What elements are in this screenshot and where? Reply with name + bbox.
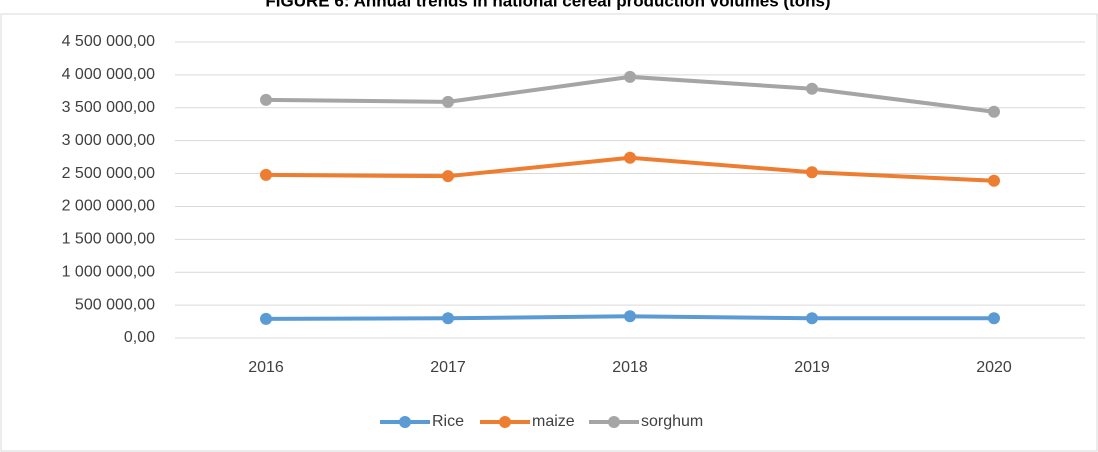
- y-tick-label: 3 000 000,00: [62, 132, 156, 149]
- legend-label: maize: [532, 413, 575, 430]
- chart-frame: [0, 13, 1098, 452]
- data-point: [442, 170, 454, 183]
- y-tick-label: 1 000 000,00: [62, 263, 156, 280]
- y-tick-label: 0,00: [124, 329, 155, 346]
- data-point: [624, 70, 636, 83]
- data-point: [988, 312, 1000, 325]
- legend-marker: [499, 416, 511, 428]
- y-tick-label: 3 500 000,00: [62, 99, 156, 116]
- data-point: [624, 151, 636, 164]
- y-tick-label: 1 500 000,00: [62, 231, 156, 248]
- data-point: [260, 168, 272, 181]
- data-point: [442, 312, 454, 325]
- data-point: [260, 312, 272, 325]
- legend-marker: [608, 416, 620, 428]
- y-tick-label: 500 000,00: [75, 296, 155, 313]
- data-point: [806, 166, 818, 179]
- data-point: [260, 93, 272, 106]
- data-point: [442, 95, 454, 108]
- y-tick-label: 2 500 000,00: [62, 165, 156, 182]
- data-point: [806, 312, 818, 325]
- y-tick-label: 4 000 000,00: [62, 66, 156, 83]
- data-point: [806, 82, 818, 95]
- x-tick-label: 2018: [612, 359, 648, 376]
- y-tick-label: 4 500 000,00: [62, 33, 156, 50]
- y-tick-label: 2 000 000,00: [62, 198, 156, 215]
- legend-marker: [399, 416, 411, 428]
- legend-label: sorghum: [641, 413, 703, 430]
- data-point: [624, 310, 636, 323]
- x-tick-label: 2017: [430, 359, 466, 376]
- chart-title: FIGURE 6: Annual trends in national cere…: [265, 0, 830, 10]
- x-tick-label: 2019: [794, 359, 830, 376]
- x-tick-label: 2016: [248, 359, 284, 376]
- x-tick-label: 2020: [976, 359, 1012, 376]
- data-point: [988, 105, 1000, 118]
- legend-label: Rice: [432, 413, 464, 430]
- data-point: [988, 174, 1000, 187]
